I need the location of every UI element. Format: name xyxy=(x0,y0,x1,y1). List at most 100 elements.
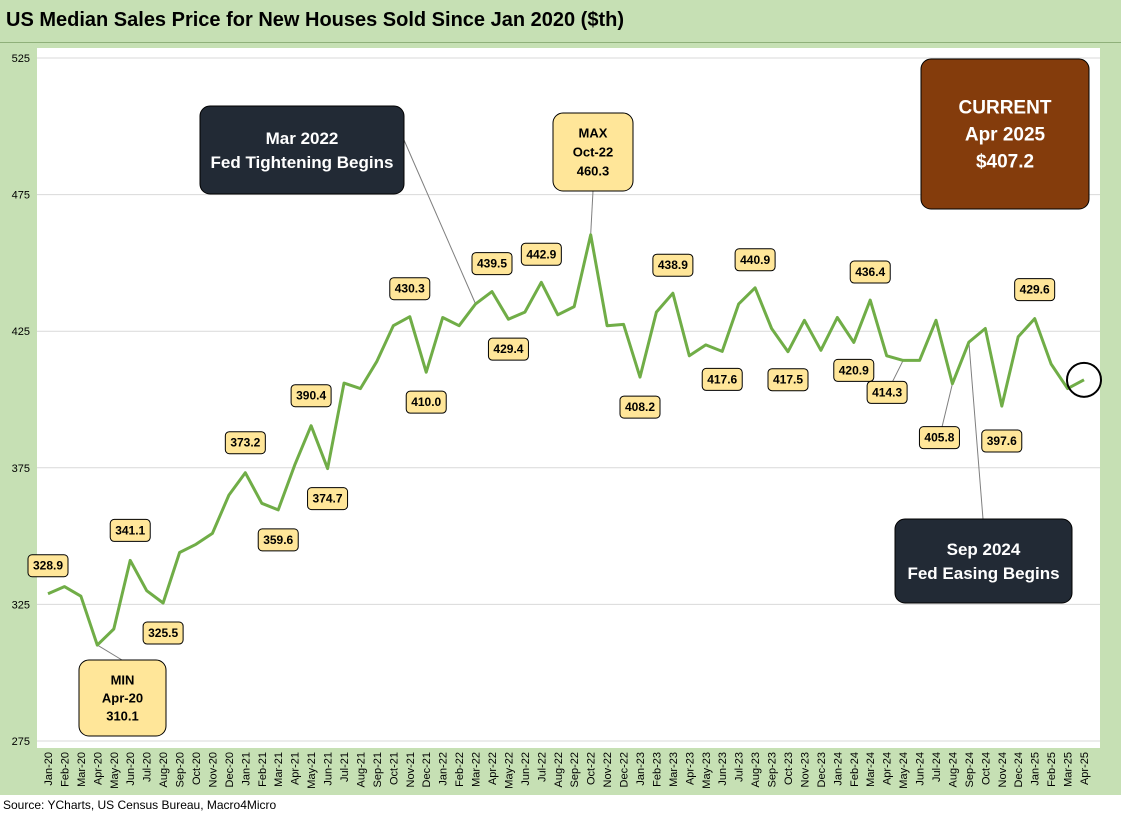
min-callout-text: 310.1 xyxy=(106,709,139,724)
x-tick-label: Apr-21 xyxy=(290,752,302,785)
x-tick-label: Apr-20 xyxy=(92,752,104,785)
source-note: Source: YCharts, US Census Bureau, Macro… xyxy=(3,798,277,812)
x-tick-label: Oct-20 xyxy=(191,752,203,785)
chart-title: US Median Sales Price for New Houses Sol… xyxy=(6,9,624,31)
data-label: 325.5 xyxy=(148,626,178,640)
x-tick-label: May-21 xyxy=(306,752,318,789)
x-tick-label: Jan-23 xyxy=(635,752,647,786)
data-label: 410.0 xyxy=(411,395,441,409)
data-label-box xyxy=(767,368,809,392)
data-label: 420.9 xyxy=(839,363,869,377)
data-label-box xyxy=(389,277,431,301)
x-tick-label: Aug-23 xyxy=(750,752,762,787)
data-label-box xyxy=(849,260,891,284)
x-tick-label: Jul-20 xyxy=(142,752,154,782)
x-tick-label: Feb-23 xyxy=(651,752,663,787)
data-label: 440.9 xyxy=(740,253,770,267)
x-tick-label: Sep-22 xyxy=(569,752,581,787)
x-tick-label: Jul-24 xyxy=(931,752,943,782)
data-label: 429.6 xyxy=(1020,283,1050,297)
data-label-box xyxy=(487,337,529,361)
x-tick-label: Dec-21 xyxy=(421,752,433,787)
series-line xyxy=(47,233,1085,647)
x-tick-label: May-23 xyxy=(701,752,713,789)
x-tick-label: Feb-21 xyxy=(257,752,269,787)
x-tick-label: Jan-20 xyxy=(43,752,55,786)
fed-tightening-callout-text: Mar 2022 xyxy=(266,129,339,148)
data-label-box xyxy=(981,429,1023,453)
data-label-box xyxy=(918,426,960,450)
line-chart: 328.9 341.1 325.5 373.2 359.6 390.4 374.7 430.3… xyxy=(12,48,1102,789)
x-tick-label: Feb-20 xyxy=(59,752,71,787)
x-tick-label: Sep-21 xyxy=(372,752,384,787)
data-label-box xyxy=(307,487,349,511)
x-tick-label: Jun-24 xyxy=(915,752,927,786)
x-tick-label: Nov-21 xyxy=(405,752,417,787)
x-tick-label: Sep-24 xyxy=(964,752,976,787)
x-tick-label: Apr-22 xyxy=(487,752,499,785)
data-label: 374.7 xyxy=(313,492,343,506)
current-callout-text: Apr 2025 xyxy=(965,125,1046,146)
data-label-box xyxy=(866,380,908,404)
data-label-box xyxy=(701,367,743,391)
x-tick-label: Aug-24 xyxy=(947,752,959,787)
x-tick-label: Nov-23 xyxy=(799,752,811,787)
data-label: 414.3 xyxy=(872,385,902,399)
data-label-box xyxy=(27,554,69,578)
x-tick-label: Jul-23 xyxy=(734,752,746,782)
x-tick-label: Oct-21 xyxy=(388,752,400,785)
data-label: 439.5 xyxy=(477,257,507,271)
data-label-box xyxy=(224,431,266,455)
data-label-box xyxy=(1014,278,1056,302)
fed-tightening-callout-text: Fed Tightening Begins xyxy=(211,153,394,172)
y-tick-label: 475 xyxy=(12,190,30,202)
data-label-box xyxy=(652,253,694,277)
x-tick-label: Feb-24 xyxy=(849,752,861,787)
x-tick-label: Jan-22 xyxy=(438,752,450,786)
x-tick-label: Feb-25 xyxy=(1046,752,1058,787)
x-tick-label: Aug-20 xyxy=(158,752,170,787)
data-label-box xyxy=(471,252,513,276)
x-tick-label: Sep-20 xyxy=(175,752,187,787)
max-callout-box xyxy=(552,112,634,192)
callout-leader-line xyxy=(590,190,594,235)
data-label: 430.3 xyxy=(395,282,425,296)
x-tick-label: Mar-24 xyxy=(865,752,877,787)
y-tick-label: 425 xyxy=(12,326,30,338)
current-callout-text: $407.2 xyxy=(976,152,1034,173)
x-tick-label: Apr-23 xyxy=(684,752,696,785)
min-callout-text: Apr-20 xyxy=(102,691,143,706)
x-tick-label: Mar-20 xyxy=(76,752,88,787)
y-tick-label: 525 xyxy=(12,53,30,65)
x-tick-label: Jun-22 xyxy=(520,752,532,786)
data-label-box xyxy=(109,518,151,542)
data-label: 417.5 xyxy=(773,373,803,387)
x-tick-label: Aug-22 xyxy=(553,752,565,787)
fed-easing-callout-text: Sep 2024 xyxy=(947,540,1021,559)
x-tick-label: Sep-23 xyxy=(767,752,779,787)
current-callout-box xyxy=(920,58,1090,210)
x-tick-label: Jan-25 xyxy=(1030,752,1042,786)
data-label-box xyxy=(142,621,184,645)
x-tick-label: Nov-22 xyxy=(602,752,614,787)
data-label: 436.4 xyxy=(855,265,885,279)
x-tick-label: Apr-25 xyxy=(1079,752,1091,785)
x-tick-label: Oct-24 xyxy=(980,752,992,785)
y-tick-label: 275 xyxy=(12,736,30,748)
data-label: 438.9 xyxy=(658,258,688,272)
data-label-box xyxy=(520,242,562,266)
fed-easing-callout-text: Fed Easing Begins xyxy=(907,564,1059,583)
data-label: 417.6 xyxy=(707,372,737,386)
x-tick-label: Mar-21 xyxy=(273,752,285,787)
x-tick-label: Feb-22 xyxy=(454,752,466,787)
data-label: 397.6 xyxy=(987,434,1017,448)
max-callout-text: MAX xyxy=(579,126,608,141)
x-tick-label: Jun-21 xyxy=(323,752,335,786)
x-tick-label: Oct-22 xyxy=(586,752,598,785)
data-label: 328.9 xyxy=(33,559,63,573)
callout-leader-line xyxy=(403,139,477,305)
data-label-box xyxy=(833,358,875,382)
x-tick-label: Jun-23 xyxy=(717,752,729,786)
x-tick-label: Jan-24 xyxy=(832,752,844,786)
x-tick-label: Jun-20 xyxy=(125,752,137,786)
